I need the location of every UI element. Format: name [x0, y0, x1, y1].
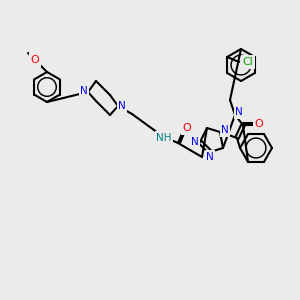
Text: N: N [206, 152, 214, 162]
Text: N: N [221, 125, 229, 135]
Text: N: N [118, 101, 126, 111]
Text: Cl: Cl [243, 57, 254, 67]
Text: N: N [80, 86, 88, 96]
Text: N: N [191, 137, 199, 147]
Text: O: O [255, 119, 263, 129]
Text: O: O [183, 123, 191, 133]
Text: N: N [235, 107, 243, 117]
Text: O: O [31, 55, 39, 65]
Text: NH: NH [156, 133, 172, 143]
